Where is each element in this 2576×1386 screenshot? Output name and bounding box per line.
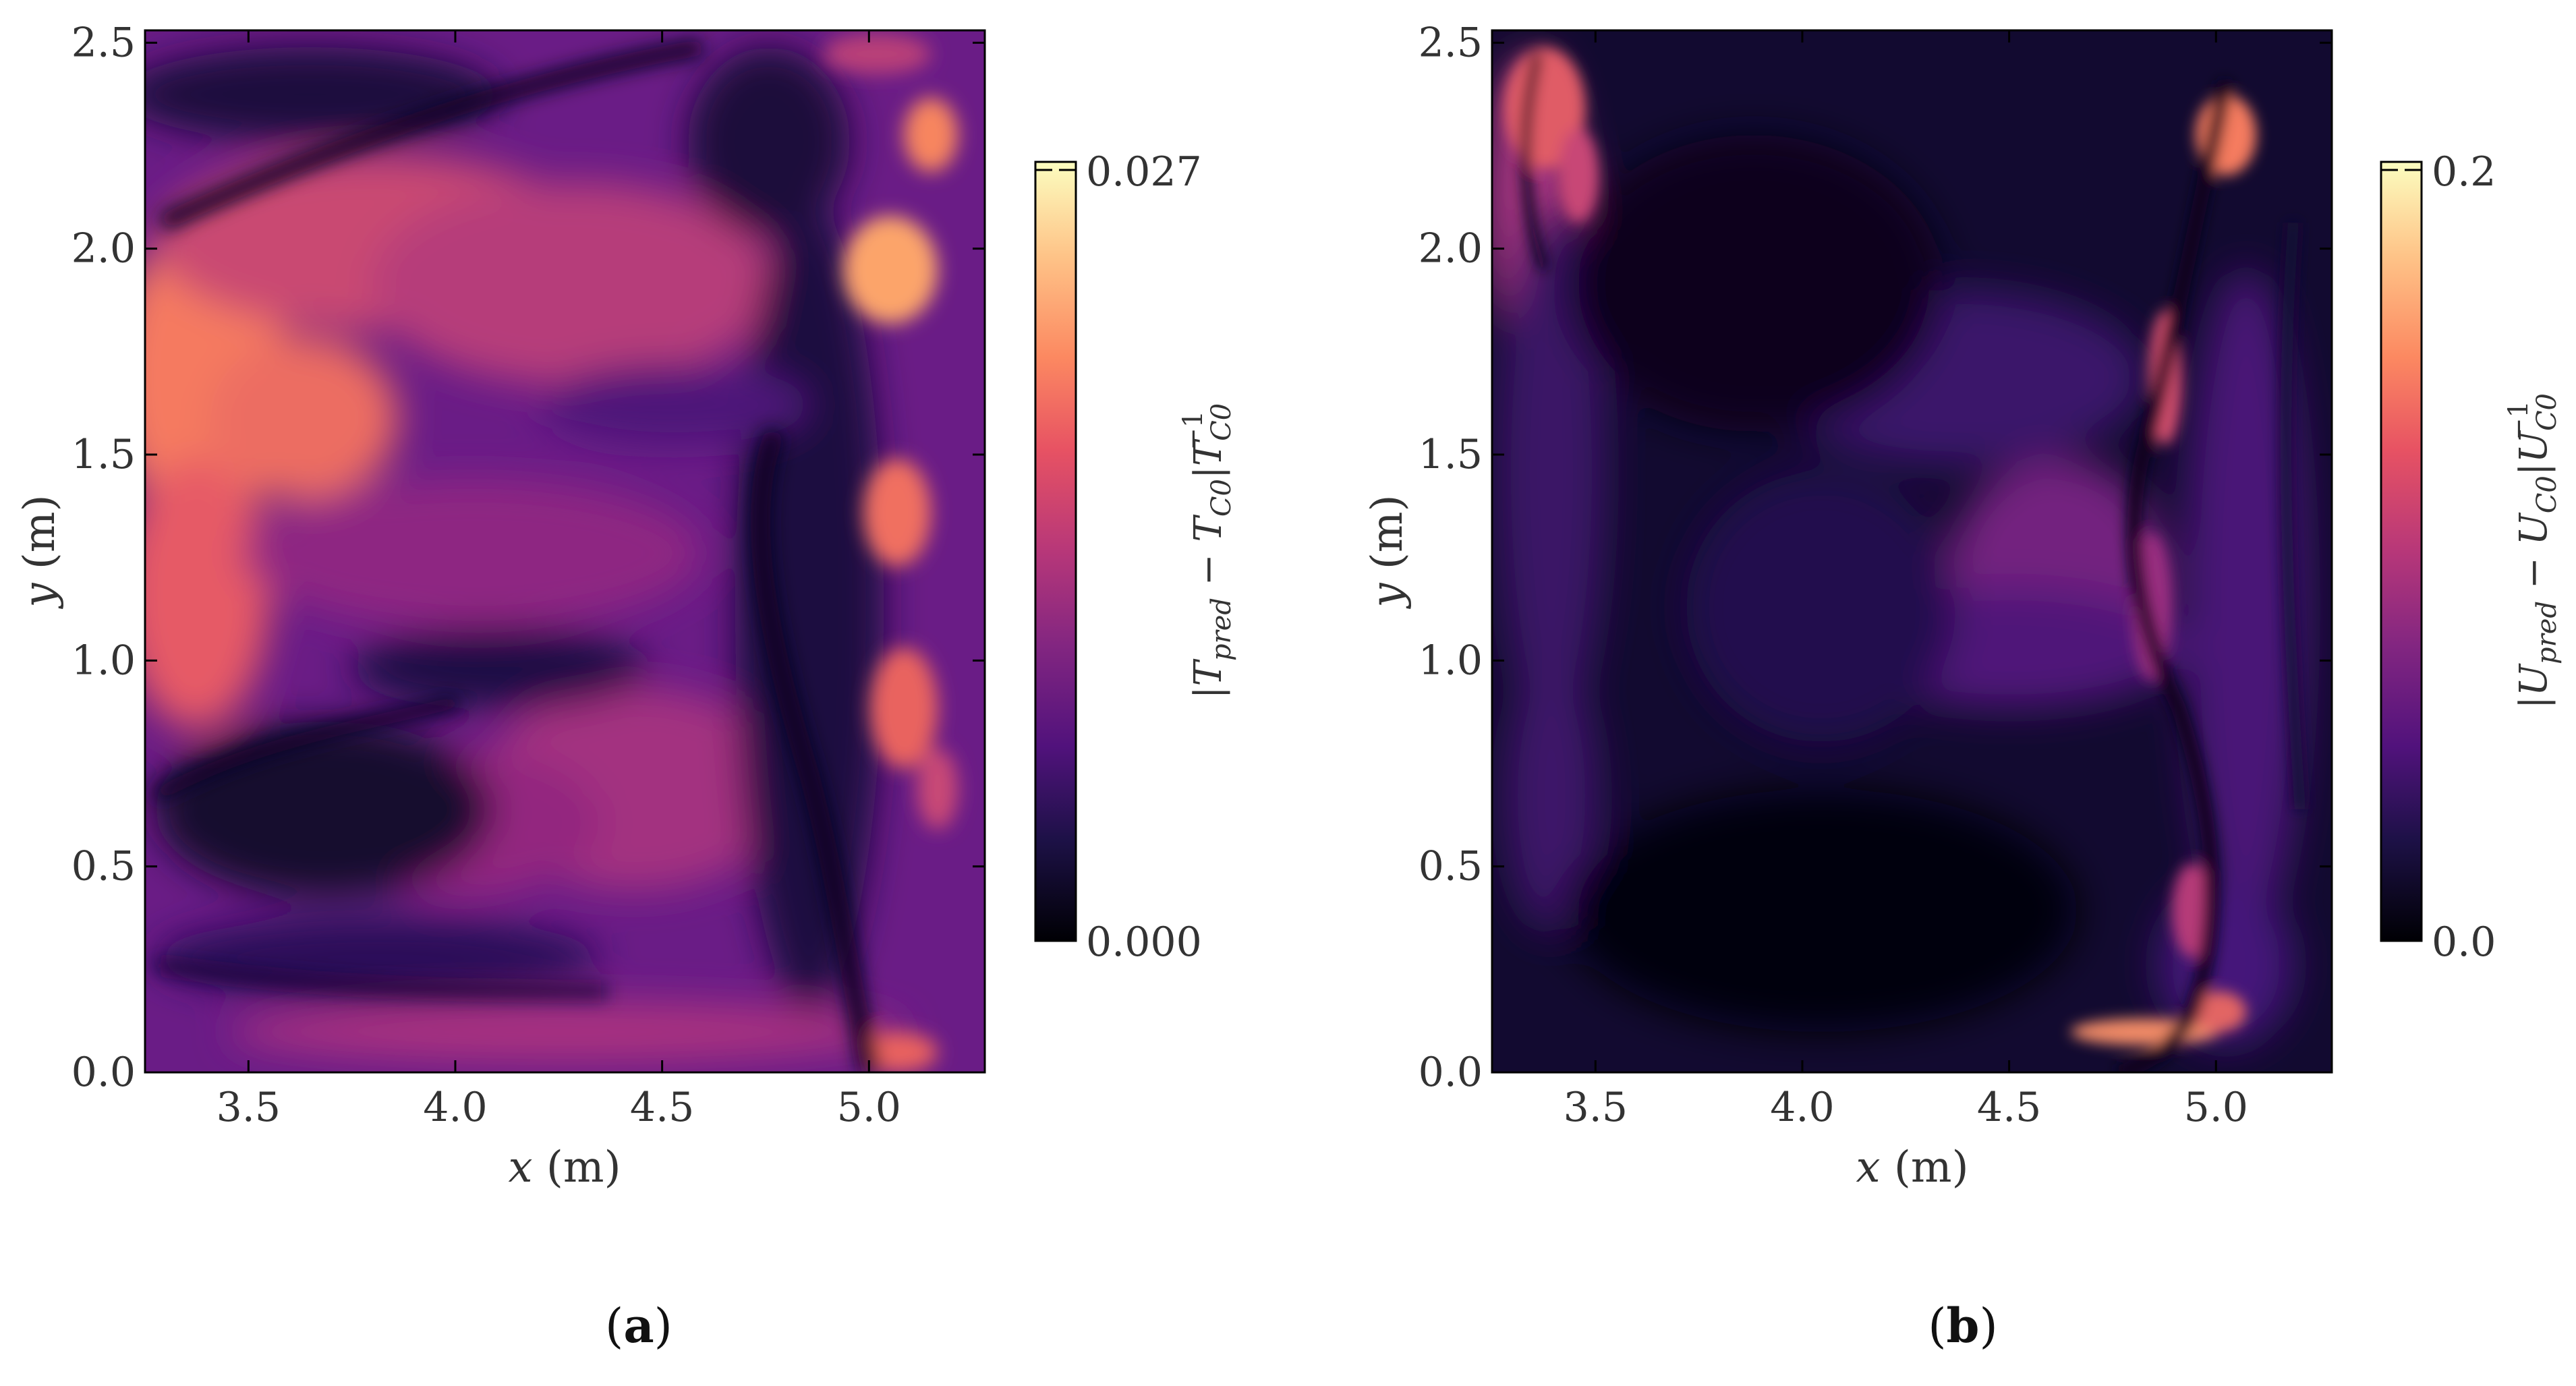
x-axis-label-a: x (m) [508,1143,621,1192]
x-tick-label: 5.0 [2184,1084,2248,1131]
panel-b [1491,29,2423,1074]
colorbar-frame-a [1034,161,1077,942]
x-axis-label-b: x (m) [1856,1143,1968,1192]
heatmap-a [145,30,985,1072]
colorbar-min-label-a: 0.000 [1086,919,1202,966]
x-tick-label: 4.0 [1770,1084,1834,1131]
plot-frame-b [1491,29,2333,1074]
heatmap-b [1492,30,2332,1072]
panel-label-a: (a) [605,1298,672,1354]
y-axis-label-a: y (m) [15,494,65,609]
y-axis-label-b: y (m) [1363,494,1412,609]
colorbar-label-b: |Upred − UC0|UC0−1 [2503,393,2563,709]
x-tick-label: 3.5 [217,1084,281,1131]
colorbar-min-label-b: 0.0 [2432,919,2496,966]
colorbar-max-label-a: 0.027 [1086,148,1202,196]
y-tick-label: 0.5 [71,843,136,890]
y-tick-label: 2.5 [71,19,136,66]
x-tick-label: 4.5 [1977,1084,2041,1131]
y-tick-label: 1.0 [1419,637,1483,684]
x-tick-label: 3.5 [1564,1084,1628,1131]
y-tick-label: 2.0 [1419,225,1483,272]
colorbar-label-a: |Tpred − TC0|TC0−1 [1178,403,1237,699]
y-tick-label: 2.5 [1419,19,1483,66]
y-tick-label: 1.5 [1419,431,1483,478]
y-tick-label: 0.0 [71,1049,136,1096]
y-tick-label: 0.5 [1419,843,1483,890]
plot-frame-a [144,29,986,1074]
colorbar-frame-b [2380,161,2423,942]
y-tick-label: 0.0 [1419,1049,1483,1096]
panel-a [144,29,1077,1074]
colorbar-a [1035,162,1076,941]
y-tick-label: 1.0 [71,637,136,684]
y-tick-label: 1.5 [71,431,136,478]
x-tick-label: 4.5 [630,1084,694,1131]
colorbar-max-label-b: 0.2 [2432,148,2496,196]
colorbar-b [2381,162,2422,941]
panel-label-b: (b) [1928,1298,1998,1354]
x-tick-label: 5.0 [837,1084,901,1131]
y-tick-label: 2.0 [71,225,136,272]
axis-ticks: 3.5 4.0 4.5 5.0 0.0 0.5 1.0 1.5 2.0 2.5 3.5 4.0 4.5 5… [71,19,2332,1131]
x-tick-label: 4.0 [423,1084,487,1131]
